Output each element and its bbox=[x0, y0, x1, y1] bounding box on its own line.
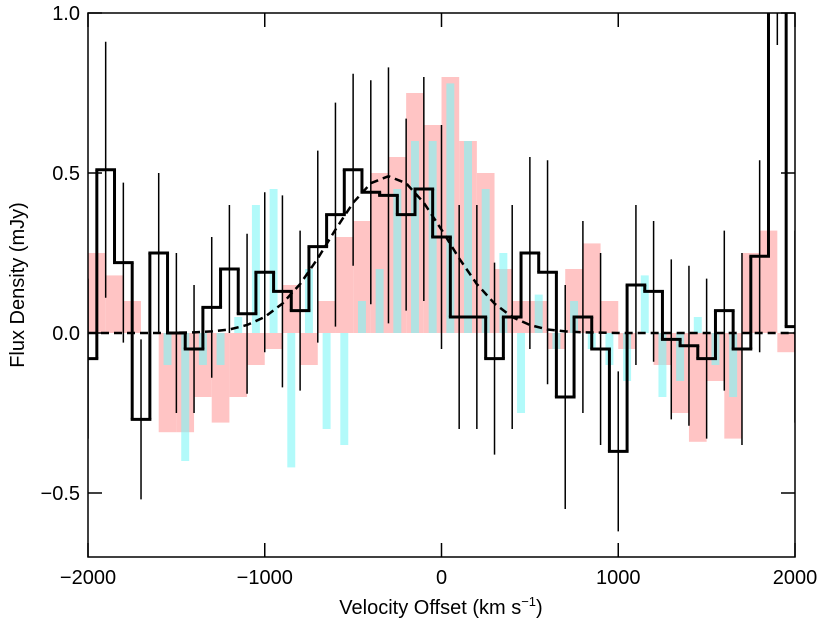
x-tick-label: 2000 bbox=[773, 567, 818, 589]
y-axis-label: Flux Density (mJy) bbox=[7, 202, 29, 368]
shaded-bar bbox=[357, 301, 366, 333]
shaded-bar bbox=[375, 269, 384, 333]
y-tick-label: 1.0 bbox=[52, 3, 80, 25]
x-tick-label: −2000 bbox=[60, 567, 116, 589]
shaded-bar bbox=[640, 275, 649, 333]
x-tick-label: 0 bbox=[436, 567, 447, 589]
shaded-bar bbox=[211, 333, 230, 423]
x-tick-label: −1000 bbox=[237, 567, 293, 589]
shaded-bar bbox=[287, 333, 296, 468]
shaded-bar bbox=[481, 189, 490, 333]
shaded-bar bbox=[676, 333, 685, 381]
shaded-bar bbox=[464, 141, 472, 333]
shaded-bar bbox=[393, 189, 402, 333]
y-tick-label: 0.5 bbox=[52, 163, 80, 185]
shaded-bar bbox=[269, 189, 278, 333]
plot-area bbox=[88, 13, 795, 532]
shaded-bar bbox=[582, 243, 601, 333]
shaded-bar bbox=[600, 301, 619, 333]
shaded-bar bbox=[300, 333, 318, 365]
shaded-bar bbox=[322, 333, 331, 429]
shaded-bar bbox=[693, 317, 702, 333]
shaded-bar bbox=[105, 275, 124, 333]
shaded-bar bbox=[264, 333, 283, 349]
shaded-bar bbox=[317, 301, 336, 333]
shaded-bar bbox=[729, 333, 738, 397]
shaded-bar bbox=[777, 333, 795, 353]
shaded-bar bbox=[534, 294, 543, 333]
shaded-bar bbox=[499, 253, 508, 333]
shaded-bar bbox=[247, 333, 265, 365]
shaded-bar bbox=[163, 333, 172, 365]
shaded-bar bbox=[688, 333, 707, 442]
shaded-bar bbox=[234, 317, 243, 333]
shaded-bar bbox=[370, 173, 389, 333]
shaded-bar bbox=[216, 333, 225, 365]
shaded-bar bbox=[411, 141, 419, 333]
shaded-bar bbox=[353, 221, 371, 333]
x-axis-label: Velocity Offset (km s−1) bbox=[339, 594, 542, 619]
shaded-bar bbox=[181, 333, 190, 461]
shaded-bar bbox=[158, 333, 177, 433]
fit-curve bbox=[88, 174, 795, 335]
shaded-bar bbox=[446, 83, 455, 334]
shaded-bar bbox=[517, 333, 526, 413]
y-tick-label: 0.0 bbox=[52, 323, 80, 345]
shaded-bar bbox=[658, 333, 667, 397]
shaded-bar bbox=[335, 237, 354, 333]
x-tick-label: 1000 bbox=[596, 567, 641, 589]
y-tick-label: −0.5 bbox=[41, 483, 80, 505]
shaded-bar bbox=[251, 205, 260, 333]
shaded-bar bbox=[340, 333, 349, 445]
shaded-bar bbox=[229, 333, 248, 397]
